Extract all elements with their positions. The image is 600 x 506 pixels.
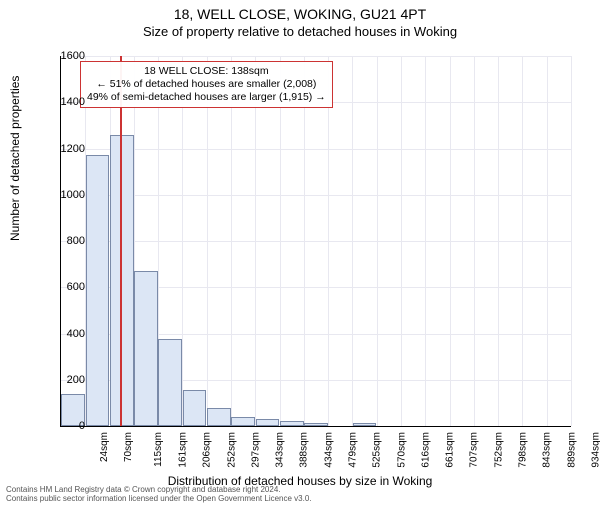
gridline-h xyxy=(61,241,571,242)
annotation-line3: 49% of semi-detached houses are larger (… xyxy=(87,91,326,104)
gridline-v xyxy=(280,56,281,426)
chart-title: 18, WELL CLOSE, WOKING, GU21 4PT xyxy=(0,6,600,22)
x-tick-label: 252sqm xyxy=(226,432,237,468)
gridline-v xyxy=(182,56,183,426)
x-tick-label: 434sqm xyxy=(323,432,334,468)
gridline-v xyxy=(547,56,548,426)
y-tick-label: 1400 xyxy=(45,96,85,108)
histogram-bar xyxy=(110,135,134,426)
histogram-bar xyxy=(231,417,255,426)
gridline-v xyxy=(255,56,256,426)
gridline-v xyxy=(522,56,523,426)
x-tick-label: 843sqm xyxy=(542,432,553,468)
x-tick-label: 889sqm xyxy=(566,432,577,468)
chart-area xyxy=(60,56,570,426)
x-tick-label: 70sqm xyxy=(123,432,134,462)
x-tick-label: 161sqm xyxy=(178,432,189,468)
histogram-bar xyxy=(134,271,158,426)
gridline-v xyxy=(207,56,208,426)
histogram-bar xyxy=(158,339,182,426)
x-tick-label: 479sqm xyxy=(348,432,359,468)
footer: Contains HM Land Registry data © Crown c… xyxy=(6,486,312,504)
x-tick-label: 115sqm xyxy=(153,432,164,467)
histogram-bar xyxy=(183,390,207,426)
gridline-v xyxy=(377,56,378,426)
gridline-h xyxy=(61,56,571,57)
gridline-v xyxy=(231,56,232,426)
x-tick-label: 388sqm xyxy=(299,432,310,468)
y-tick-label: 200 xyxy=(45,374,85,386)
gridline-v xyxy=(425,56,426,426)
gridline-v xyxy=(498,56,499,426)
y-tick-label: 800 xyxy=(45,235,85,247)
histogram-bar xyxy=(280,421,304,426)
x-tick-label: 707sqm xyxy=(469,432,480,468)
histogram-bar xyxy=(304,423,328,426)
chart-subtitle: Size of property relative to detached ho… xyxy=(0,24,600,39)
x-tick-label: 616sqm xyxy=(420,432,431,468)
y-tick-label: 400 xyxy=(45,328,85,340)
x-tick-label: 752sqm xyxy=(493,432,504,468)
y-tick-label: 0 xyxy=(45,420,85,432)
marker-line xyxy=(120,56,122,426)
gridline-v xyxy=(304,56,305,426)
histogram-bar xyxy=(256,419,280,426)
x-tick-label: 343sqm xyxy=(275,432,286,468)
histogram-bar xyxy=(353,423,377,426)
gridline-v xyxy=(450,56,451,426)
gridline-v xyxy=(474,56,475,426)
x-tick-label: 24sqm xyxy=(99,432,110,462)
gridline-v xyxy=(328,56,329,426)
gridline-v xyxy=(571,56,572,426)
x-tick-label: 661sqm xyxy=(445,432,456,468)
gridline-h xyxy=(61,149,571,150)
y-tick-label: 1600 xyxy=(45,50,85,62)
x-tick-label: 525sqm xyxy=(372,432,383,468)
annotation-line2: ← 51% of detached houses are smaller (2,… xyxy=(87,78,326,91)
gridline-h xyxy=(61,195,571,196)
histogram-plot xyxy=(60,56,571,427)
y-tick-label: 1200 xyxy=(45,143,85,155)
y-tick-label: 600 xyxy=(45,281,85,293)
x-tick-label: 934sqm xyxy=(590,432,600,468)
histogram-bar xyxy=(86,155,110,426)
x-tick-label: 798sqm xyxy=(518,432,529,468)
x-tick-label: 570sqm xyxy=(396,432,407,468)
y-tick-label: 1000 xyxy=(45,189,85,201)
annotation-box: 18 WELL CLOSE: 138sqm ← 51% of detached … xyxy=(80,61,333,108)
gridline-v xyxy=(401,56,402,426)
gridline-v xyxy=(352,56,353,426)
x-tick-label: 297sqm xyxy=(250,432,261,468)
annotation-line1: 18 WELL CLOSE: 138sqm xyxy=(87,65,326,78)
x-tick-label: 206sqm xyxy=(202,432,213,468)
y-axis-label: Number of detached properties xyxy=(8,76,22,241)
histogram-bar xyxy=(207,408,231,427)
